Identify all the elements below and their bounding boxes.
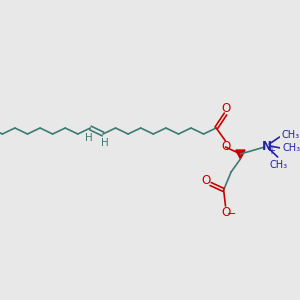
Text: H: H: [101, 138, 109, 148]
Text: O: O: [222, 140, 231, 154]
Text: O: O: [221, 206, 230, 218]
Text: O: O: [201, 175, 211, 188]
Text: +: +: [267, 146, 275, 156]
Text: CH₃: CH₃: [281, 130, 299, 140]
Text: −: −: [227, 209, 237, 219]
Text: CH₃: CH₃: [270, 160, 288, 170]
Polygon shape: [236, 150, 245, 159]
Text: CH₃: CH₃: [282, 143, 300, 153]
Text: O: O: [222, 103, 231, 116]
Text: H: H: [85, 133, 92, 143]
Text: N: N: [262, 140, 272, 152]
